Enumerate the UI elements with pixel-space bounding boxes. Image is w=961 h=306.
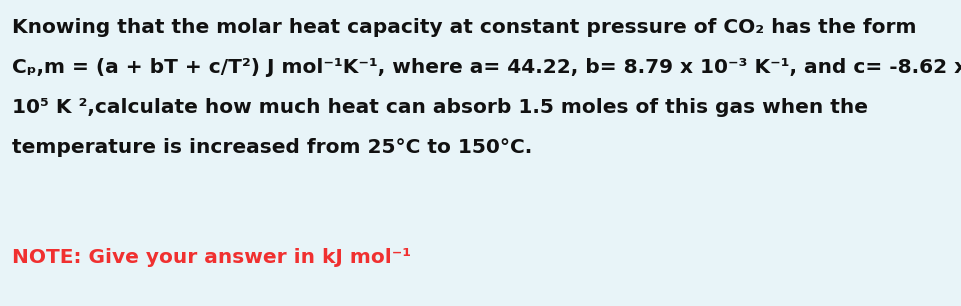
- Text: NOTE: Give your answer in kJ mol⁻¹: NOTE: Give your answer in kJ mol⁻¹: [12, 248, 411, 267]
- Text: Knowing that the molar heat capacity at constant pressure of CO₂ has the form: Knowing that the molar heat capacity at …: [12, 18, 917, 37]
- Text: Cₚ,m = (a + bT + c/T²) J mol⁻¹K⁻¹, where a= 44.22, b= 8.79 x 10⁻³ K⁻¹, and c= -8: Cₚ,m = (a + bT + c/T²) J mol⁻¹K⁻¹, where…: [12, 58, 961, 77]
- Text: 10⁵ K ²,calculate how much heat can absorb 1.5 moles of this gas when the: 10⁵ K ²,calculate how much heat can abso…: [12, 98, 868, 117]
- Text: temperature is increased from 25°C to 150°C.: temperature is increased from 25°C to 15…: [12, 138, 532, 157]
